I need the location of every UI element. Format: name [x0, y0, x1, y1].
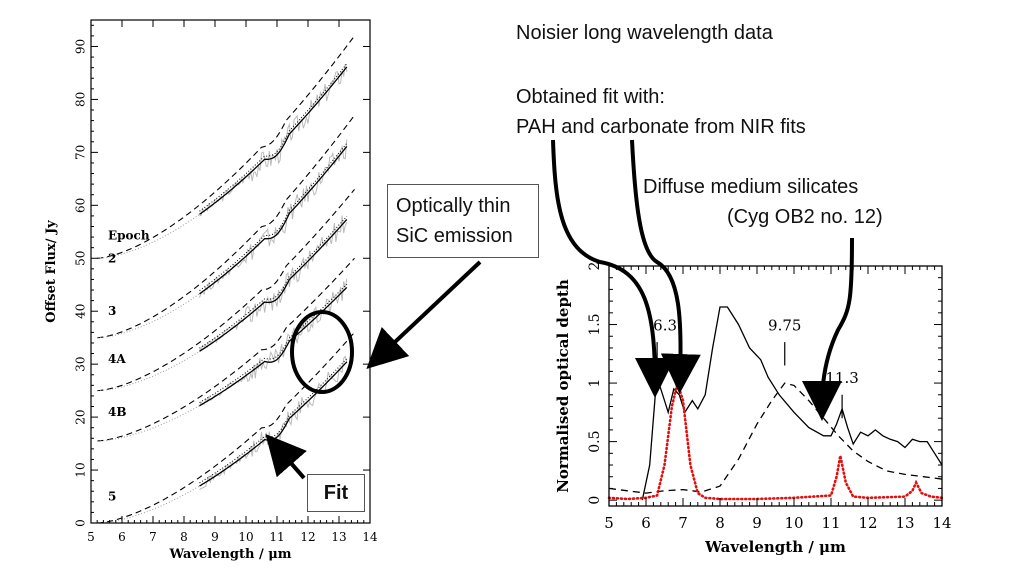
right-ytick-label: 2: [587, 262, 603, 271]
epoch-label: 4A: [108, 352, 126, 366]
right-xtick-label: 9: [752, 514, 762, 532]
dashed-series-line: [608, 382, 943, 494]
left-ytick-label: 50: [74, 251, 88, 266]
left-xtick-label: 8: [180, 530, 188, 544]
left-xtick-label: 9: [211, 530, 219, 544]
right-ytick-label: 0.5: [587, 430, 603, 452]
left-xtick-label: 13: [331, 530, 346, 544]
left-ytick-label: 80: [74, 92, 88, 107]
right-xtick-label: 7: [678, 514, 688, 532]
observed-noisy-line: [199, 215, 348, 351]
extrapolation-dotted-line: [97, 350, 200, 392]
left-frame: [90, 19, 371, 524]
fit-dotted-line: [199, 283, 348, 403]
model-dashed-line: [97, 189, 355, 392]
model-dashed-line: [97, 114, 355, 339]
left-xtick-label: 10: [238, 530, 253, 544]
left-ytick-label: 0: [74, 519, 88, 527]
observed-noisy-line: [199, 63, 348, 217]
obtained-note-line2: PAH and carbonate from NIR fits: [516, 116, 806, 138]
fit-label: Fit: [323, 482, 349, 504]
fit-label-box: Fit: [307, 474, 365, 512]
left-ytick-label: 70: [74, 145, 88, 160]
right-xlabel: Wavelength / μm: [704, 538, 846, 556]
sic-line2: SiC emission: [396, 225, 513, 247]
optical-depth-chart: 5 6 7 8 9 10 11 12 13 14 0 0.5 1 1.5 2 Wavelength / μm N…: [554, 262, 952, 556]
solid-series-line: [641, 306, 943, 501]
right-frame: [608, 265, 943, 507]
feature-label: 9.75: [768, 316, 801, 334]
left-axes: 5 6 7 8 9 10 11 12 13 14 0 10 20 30 40 50 60 70 80 90 Wavele…: [44, 19, 378, 562]
fit-dotted-line: [199, 142, 348, 292]
right-ytick-label: 1: [587, 379, 603, 388]
left-xtick-label: 6: [118, 530, 126, 544]
fit-solid-line: [199, 219, 348, 352]
feature-label: 11.3: [825, 369, 858, 387]
left-ytick-label: 60: [74, 198, 88, 213]
epoch-label: 4B: [108, 405, 127, 419]
left-xtick-label: 7: [149, 530, 157, 544]
right-ytick-label: 0: [587, 496, 603, 505]
left-ytick-label: 40: [74, 304, 88, 319]
right-xtick-label: 13: [895, 514, 914, 532]
right-xtick-label: 6: [641, 514, 651, 532]
epoch-label: 2: [108, 251, 116, 265]
right-ytick-label: 1.5: [587, 313, 603, 335]
right-xtick-label: 8: [715, 514, 725, 532]
left-xtick-label: 12: [300, 530, 315, 544]
left-ytick-label: 10: [74, 462, 88, 477]
right-xtick-label: 12: [858, 514, 877, 532]
left-xtick-label: 11: [269, 530, 284, 544]
observed-noisy-line: [199, 139, 348, 298]
left-xlabel: Wavelength / μm: [169, 547, 292, 562]
sic-line1: Optically thin: [396, 195, 511, 217]
diffuse-note-line2: (Cyg OB2 no. 12): [727, 206, 883, 228]
epoch-label: 3: [108, 304, 116, 318]
epoch-label: 5: [108, 490, 116, 504]
noisier-note: Noisier long wavelength data: [516, 22, 773, 44]
extrapolation-dotted-line: [97, 485, 200, 524]
fit-solid-line: [199, 66, 348, 215]
fit-dotted-line: [199, 358, 348, 484]
light-curve-spectra-chart: 5 6 7 8 9 10 11 12 13 14 0 10 20 30 40 50 60 70 80 90 Wavele…: [44, 19, 378, 562]
left-ytick-label: 20: [74, 409, 88, 424]
left-ytick-label: 30: [74, 357, 88, 372]
right-plot-area: [607, 306, 944, 501]
right-ylabel: Normalised optical depth: [554, 279, 572, 493]
right-xtick-label: 11: [821, 514, 840, 532]
sic-emission-box: Optically thin SiC emission: [387, 184, 539, 258]
model-dashed-line: [97, 35, 355, 259]
obtained-note-line1: Obtained fit with:: [516, 86, 665, 108]
right-xtick-label: 14: [932, 514, 951, 532]
feature-label: 6.3: [653, 316, 677, 334]
model-dashed-line: [97, 257, 355, 442]
diffuse-note-line1: Diffuse medium silicates: [643, 176, 859, 198]
right-xtick-label: 10: [784, 514, 803, 532]
left-xtick-label: 5: [87, 530, 95, 544]
epoch-legend-title: Epoch: [108, 229, 150, 243]
right-axes: 5 6 7 8 9 10 11 12 13 14 0 0.5 1 1.5 2 Wavelength / μm N…: [554, 262, 952, 556]
left-plot-area: [97, 35, 355, 524]
left-xtick-label: 14: [362, 530, 378, 544]
left-ylabel: Offset Flux/ Jy: [44, 220, 59, 323]
fit-solid-line: [199, 145, 348, 295]
right-xtick-label: 5: [604, 514, 614, 532]
dotted-series-line: [607, 378, 944, 501]
fit-dotted-line: [199, 215, 348, 349]
fit-dotted-line: [199, 63, 348, 212]
left-ytick-label: 90: [74, 39, 88, 54]
